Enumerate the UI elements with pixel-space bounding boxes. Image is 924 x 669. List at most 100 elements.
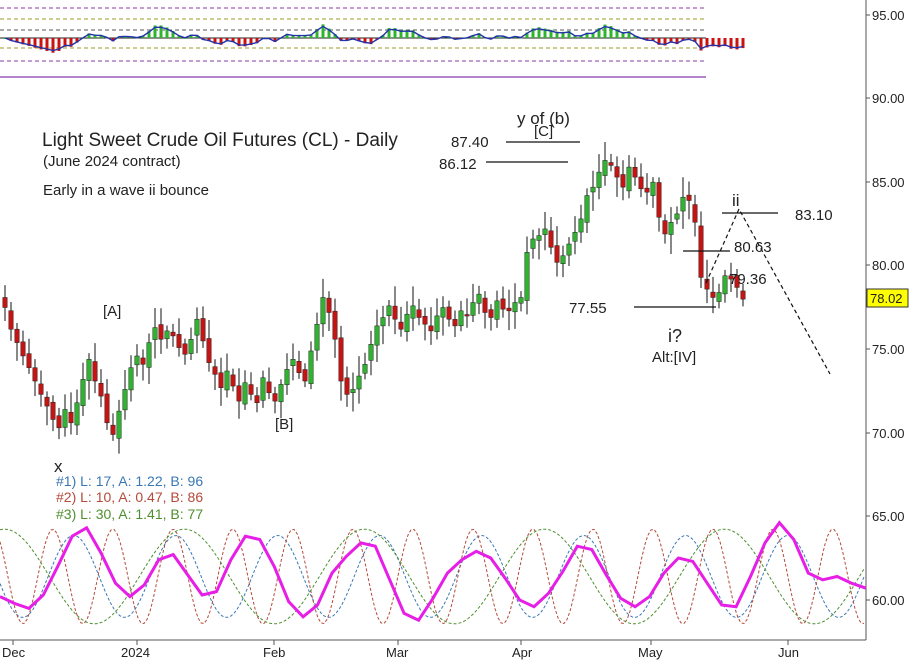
candle-body [320,297,326,325]
candle-body [500,298,506,310]
osc-bar [327,28,331,38]
candle-body [86,359,92,381]
candle-body [656,182,662,218]
candle-body [104,393,110,424]
last-price-label: 78.02 [870,291,903,306]
osc-bar [87,33,91,38]
candle-body [584,195,590,223]
candle-body [338,337,344,382]
osc-bar [255,38,259,44]
candle-body [716,292,722,302]
candle-body [542,228,548,235]
last-price-tag-bg [866,288,909,308]
osc-bar [615,29,619,38]
candle-body [410,305,416,319]
composite-cycle-line [0,520,867,623]
candle-body [638,176,644,190]
candle-body [374,325,380,346]
candle-body [650,181,656,196]
osc-bar [33,38,37,48]
osc-bar [567,30,571,38]
candle-body [80,379,86,406]
candle-body [548,230,554,248]
cycle-legend-1: #1) L: 17, A: 1.22, B: 96 [56,473,203,489]
osc-bar [141,35,145,38]
candle-body [206,338,212,363]
candle-body [2,297,8,308]
last-price-tag: 78.02 [866,288,909,308]
osc-bar [231,38,235,43]
candle-body [674,213,680,220]
candle-body [140,357,146,365]
osc-bar [237,38,241,47]
osc-bar [681,38,685,41]
candle-body [278,384,284,403]
candle-body [632,166,638,178]
candle-body [14,328,20,343]
label-c: [C] [534,123,553,140]
candle-body [20,341,26,357]
osc-bar [561,31,565,38]
osc-bar [15,38,19,43]
candle-body [74,402,80,426]
osc-bar [243,38,247,47]
candle-body [362,364,368,374]
candle-body [566,243,572,256]
osc-bar [585,32,589,38]
candle-body [8,310,14,330]
candle-body [230,374,236,387]
candle-body [380,317,386,327]
candle-body [620,174,626,188]
oscillator-panel [0,7,745,78]
candle-body [38,383,44,395]
osc-bar [75,38,79,43]
candle-body [134,355,140,366]
candle-body [176,334,182,348]
osc-bar [663,38,667,46]
osc-bar [501,35,505,38]
osc-bar [207,38,211,42]
label-ii: ii [732,191,740,210]
candle-body [98,382,104,397]
chart-note: Early in a wave ii bounce [43,182,209,199]
osc-bar [147,30,151,38]
osc-bar [369,38,373,45]
candle-body [26,353,32,368]
candle-body [266,381,272,393]
y-tick-label: 95.00 [872,8,905,23]
candle-body [476,293,482,304]
osc-bar [573,35,577,38]
candle-body [350,389,356,393]
candle-body [392,305,398,320]
candle-body [398,321,404,330]
label-87-40: 87.40 [451,134,489,151]
candle-body [728,275,734,280]
candle-body [464,314,470,317]
candle-body [536,235,542,241]
candle-body [182,343,188,355]
x-tick-label: 2024 [121,645,150,660]
osc-bar [675,38,679,45]
candle-body [326,297,332,313]
osc-bar [165,27,169,38]
osc-bar [393,28,397,38]
time-axis: Dec 2024 Feb Mar Apr May Jun [2,640,799,660]
x-tick-label: Jun [778,645,799,660]
osc-bar [717,38,721,48]
y-tick-label: 60.00 [872,593,905,608]
candle-body [494,300,500,320]
candle-body [152,327,158,340]
osc-bar [705,38,709,48]
osc-bar [111,38,115,42]
candle-body [314,323,320,351]
y-tick-label: 80.00 [872,258,905,273]
label-b: [B] [275,416,293,433]
candle-body [710,291,716,298]
candle-body [722,275,728,295]
candle-body [734,275,740,288]
candle-body [680,196,686,212]
osc-bar [657,38,661,45]
candle-body [32,367,38,382]
candle-body [302,369,308,382]
osc-bar [603,24,607,38]
